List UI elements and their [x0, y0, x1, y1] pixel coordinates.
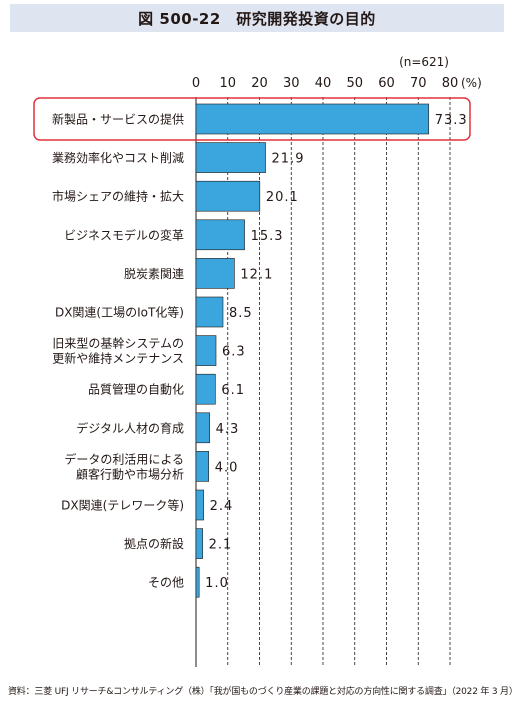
- value-label: 8.5: [229, 306, 253, 321]
- category-label: 市場シェアの維持・拡大: [52, 189, 184, 204]
- bar: [195, 103, 430, 135]
- bar: [195, 412, 210, 444]
- category-label: DX関連(工場のIoT化等): [55, 306, 184, 320]
- x-tick-label: 10: [219, 76, 236, 91]
- category-label: 拠点の新設: [124, 536, 184, 551]
- x-tick-label: 80: [442, 76, 459, 91]
- sample-size-note: (n=621): [399, 55, 449, 69]
- x-tick-label: 60: [378, 76, 395, 91]
- category-label: データの利活用による: [64, 451, 184, 466]
- category-label: ビジネスモデルの変革: [64, 227, 184, 242]
- bar: [195, 142, 266, 173]
- x-tick-label: 20: [251, 76, 268, 91]
- x-tick-label: 40: [315, 76, 332, 91]
- x-tick-label: 30: [283, 76, 300, 91]
- source-note: 資料：三菱 UFJ リサーチ&コンサルティング（株）「我が国ものづくり産業の課題…: [8, 687, 514, 697]
- value-label: 21.9: [272, 152, 305, 167]
- bar: [195, 258, 235, 289]
- value-label: 2.4: [210, 499, 234, 514]
- category-label: 旧来型の基幹システムの: [52, 336, 184, 351]
- category-label: デジタル人材の育成: [76, 420, 184, 435]
- chart-title: 図 500-22 研究開発投資の目的: [138, 9, 376, 28]
- category-label: 顧客行動や市場分析: [76, 466, 184, 481]
- category-label: 脱炭素関連: [124, 266, 184, 281]
- bar: [195, 566, 200, 598]
- category-label: 新製品・サービスの提供: [52, 112, 184, 127]
- category-label: 業務効率化やコスト削減: [52, 150, 184, 165]
- category-label: 品質管理の自動化: [88, 382, 184, 397]
- value-label: 1.0: [205, 576, 229, 591]
- value-label: 4.0: [215, 460, 239, 475]
- bar: [195, 335, 217, 366]
- x-tick-label: 70: [410, 76, 427, 91]
- value-label: 6.3: [222, 345, 246, 360]
- bar: [195, 451, 209, 482]
- bar: [195, 219, 245, 251]
- bar: [195, 489, 204, 521]
- chart-title-bar: 図 500-22 研究開発投資の目的: [10, 4, 504, 32]
- category-label: 更新や維持メンテナンス: [52, 351, 184, 366]
- highlight-box: [33, 97, 471, 141]
- value-label: 2.1: [209, 538, 233, 553]
- bar: [195, 373, 216, 405]
- value-label: 73.3: [435, 113, 468, 128]
- bar: [195, 296, 224, 328]
- value-label: 12.1: [240, 267, 273, 282]
- value-label: 15.3: [251, 229, 284, 244]
- x-tick-label: 0: [192, 76, 200, 91]
- value-label: 20.1: [266, 190, 299, 205]
- category-label: DX関連(テレワーク等): [61, 499, 184, 513]
- value-label: 6.1: [221, 383, 245, 398]
- value-label: 4.3: [216, 422, 240, 437]
- category-label: その他: [148, 576, 184, 590]
- bar: [195, 180, 261, 212]
- x-tick-label: 50: [346, 76, 363, 91]
- unit-label: (%): [461, 76, 482, 90]
- bar: [195, 528, 203, 559]
